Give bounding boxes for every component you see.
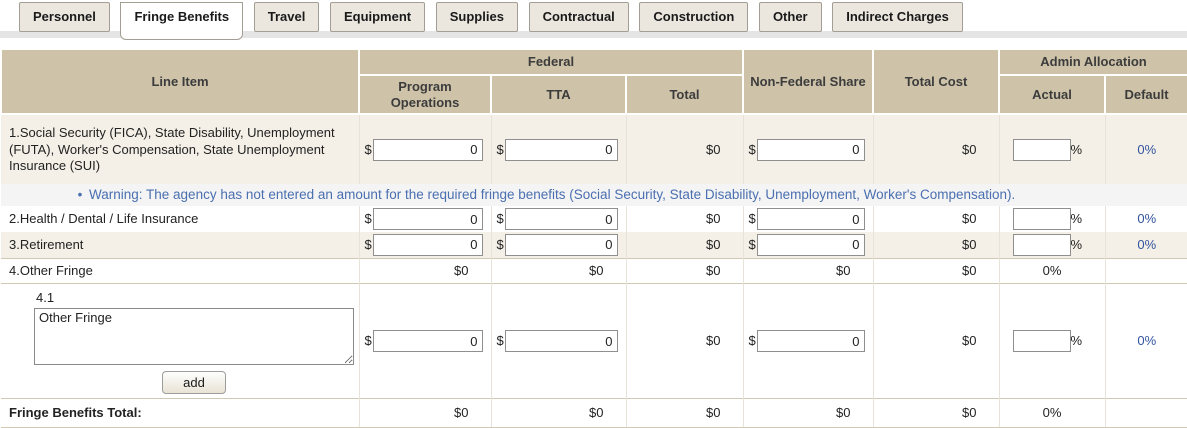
health-program-operations-input[interactable] (372, 208, 483, 231)
line-item-label: 1.Social Security (FICA), State Disabili… (9, 125, 335, 173)
bullet-icon: • (77, 186, 83, 202)
other-fringe-total-cost: $0 (872, 257, 999, 284)
total-actual-percent: 0% (998, 398, 1105, 428)
fica-tta-input[interactable] (504, 138, 618, 161)
sub-item-number: 4.1 (36, 289, 55, 305)
tab-strip (0, 31, 1187, 38)
health-actual-percent-input[interactable] (1012, 208, 1071, 231)
retirement-non-federal-input[interactable] (756, 233, 865, 256)
line-item-label: 2.Health / Dental / Life Insurance (9, 211, 199, 227)
dollar-sign: $ (496, 141, 504, 157)
health-total-cost: $0 (872, 206, 999, 233)
tab-other[interactable]: Other (758, 2, 822, 32)
table-row: 4.Other Fringe $0 $0 $0 $0 $0 0% (1, 257, 1187, 284)
header-program-operations: Program Operations (358, 73, 492, 116)
dollar-sign: $ (748, 332, 756, 348)
tab-construction[interactable]: Construction (639, 2, 749, 32)
percent-sign: % (1070, 211, 1083, 227)
other-fringe-default-percent (1104, 257, 1187, 284)
other-fringe-non-federal: $0 (742, 257, 873, 284)
total-total-cost: $0 (872, 398, 999, 428)
retirement-federal-total: $0 (625, 232, 743, 259)
header-line-item: Line Item (0, 47, 360, 116)
sub-row-4-1: 4.1 Other Fringe add $ $ $0 $ $0 % 0% (1, 282, 1187, 399)
table-row: 1.Social Security (FICA), State Disabili… (1, 114, 1187, 185)
sub-total-cost: $0 (872, 282, 999, 399)
fringe-benefits-total-row: Fringe Benefits Total: $0 $0 $0 $0 $0 0% (1, 398, 1187, 428)
header-federal: Federal (358, 48, 744, 76)
header-total-cost: Total Cost (872, 47, 1000, 116)
fica-actual-percent-input[interactable] (1012, 138, 1071, 161)
line-item-label: 3.Retirement (9, 236, 84, 252)
dollar-sign: $ (364, 332, 372, 348)
warning-row: • Warning: The agency has not entered an … (1, 184, 1187, 207)
dollar-sign: $ (364, 236, 372, 252)
retirement-tta-input[interactable] (504, 233, 618, 256)
health-default-percent: 0% (1104, 206, 1187, 233)
header-admin-allocation: Admin Allocation (998, 48, 1187, 76)
budget-category-tabs: Personnel Fringe Benefits Travel Equipme… (0, 0, 1187, 40)
fica-program-operations-input[interactable] (372, 138, 483, 161)
other-fringe-tta: $0 (490, 257, 626, 284)
other-fringe-description-textarea[interactable]: Other Fringe (34, 308, 354, 366)
dollar-sign: $ (364, 141, 372, 157)
total-default-percent (1104, 398, 1187, 428)
sub-federal-total: $0 (625, 282, 743, 399)
total-non-federal: $0 (742, 398, 873, 428)
dollar-sign: $ (364, 211, 372, 227)
tab-contractual[interactable]: Contractual (528, 2, 629, 32)
sub-default-percent: 0% (1104, 282, 1187, 399)
health-tta-input[interactable] (504, 208, 618, 231)
dollar-sign: $ (748, 211, 756, 227)
fica-non-federal-input[interactable] (756, 138, 865, 161)
fica-total-cost: $0 (872, 114, 999, 185)
other-fringe-actual-percent: 0% (998, 257, 1105, 284)
header-federal-total: Total (625, 73, 744, 116)
tab-travel[interactable]: Travel (253, 2, 320, 32)
total-program-operations: $0 (358, 398, 491, 428)
percent-sign: % (1070, 236, 1083, 252)
line-item-label: 4.Other Fringe (1, 257, 359, 284)
tab-personnel[interactable]: Personnel (19, 2, 110, 32)
total-row-label: Fringe Benefits Total: (1, 398, 359, 428)
tab-supplies[interactable]: Supplies (435, 2, 518, 32)
dollar-sign: $ (496, 332, 504, 348)
sub-non-federal-input[interactable] (756, 330, 865, 353)
tab-indirect-charges[interactable]: Indirect Charges (832, 2, 963, 32)
header-tta: TTA (490, 73, 627, 116)
fica-federal-total: $0 (625, 114, 743, 185)
tab-fringe-benefits[interactable]: Fringe Benefits (120, 2, 244, 40)
health-federal-total: $0 (625, 206, 743, 233)
other-fringe-federal-total: $0 (625, 257, 743, 284)
retirement-total-cost: $0 (872, 232, 999, 259)
sub-tta-input[interactable] (504, 330, 618, 353)
retirement-actual-percent-input[interactable] (1012, 233, 1071, 256)
fringe-warning-message: • Warning: The agency has not entered an … (1, 184, 1187, 206)
total-tta: $0 (490, 398, 626, 428)
table-row: 2.Health / Dental / Life Insurance $ $ $… (1, 206, 1187, 233)
health-non-federal-input[interactable] (756, 208, 865, 231)
add-button[interactable]: add (162, 371, 226, 395)
table-row: 3.Retirement $ $ $0 $ $0 % 0% (1, 232, 1187, 259)
dollar-sign: $ (748, 236, 756, 252)
retirement-default-percent: 0% (1104, 232, 1187, 259)
retirement-program-operations-input[interactable] (372, 233, 483, 256)
total-federal-total: $0 (625, 398, 743, 428)
sub-actual-percent-input[interactable] (1012, 330, 1071, 353)
other-fringe-program-operations: $0 (358, 257, 491, 284)
dollar-sign: $ (496, 236, 504, 252)
percent-sign: % (1070, 141, 1083, 157)
fica-default-percent: 0% (1104, 114, 1187, 185)
dollar-sign: $ (748, 141, 756, 157)
header-actual: Actual (998, 73, 1106, 116)
tab-equipment[interactable]: Equipment (329, 2, 426, 32)
fringe-benefits-table: Line Item Federal Non-Federal Share Tota… (0, 47, 1187, 428)
header-default: Default (1104, 73, 1187, 116)
percent-sign: % (1070, 332, 1083, 348)
dollar-sign: $ (496, 211, 504, 227)
header-non-federal-share: Non-Federal Share (742, 47, 874, 116)
sub-program-operations-input[interactable] (372, 330, 483, 353)
